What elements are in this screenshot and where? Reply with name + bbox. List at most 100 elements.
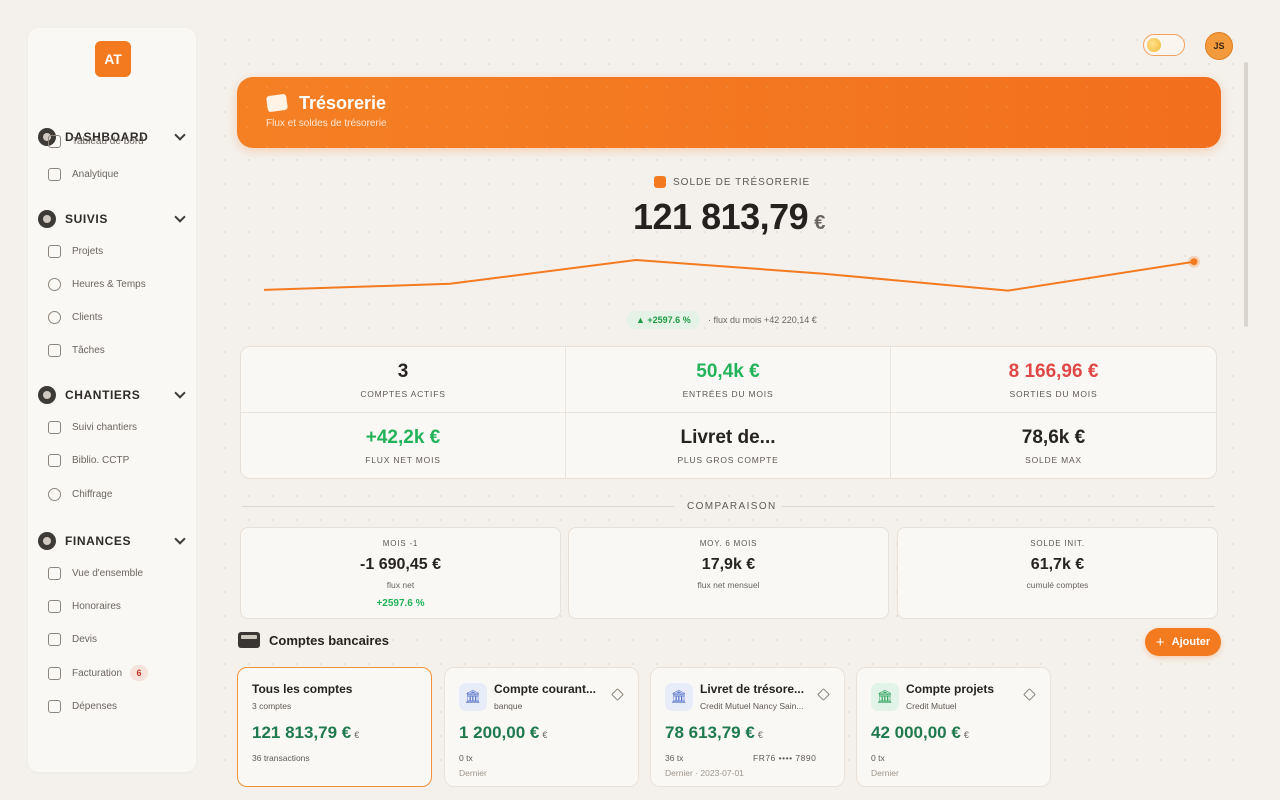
sparkline-endpoint bbox=[1190, 258, 1198, 266]
comparison-label: MOY. 6 MOIS bbox=[699, 539, 758, 548]
comparison-value: -1 690,45 € bbox=[360, 556, 441, 573]
sidebar-item-honoraires[interactable]: Honoraires bbox=[48, 596, 188, 616]
bank-icon: 🏛 bbox=[665, 683, 693, 711]
plus-icon: + bbox=[1155, 633, 1165, 651]
home-icon bbox=[48, 134, 61, 148]
account-tx-count: 0 tx bbox=[871, 753, 885, 763]
account-amount: 78 613,79 € € bbox=[665, 723, 763, 743]
sidebar-item-biblio-cctp[interactable]: Biblio. CCTP bbox=[48, 450, 188, 470]
comparison-value: 61,7k € bbox=[1030, 556, 1085, 573]
sidebar-item-chiffrage[interactable]: Chiffrage bbox=[48, 484, 188, 504]
section-chantiers[interactable]: CHANTIERS bbox=[38, 385, 188, 405]
sidebar-item-heures-temps[interactable]: Heures & Temps bbox=[48, 274, 188, 294]
comparison-change: +2597.6 % bbox=[376, 598, 425, 609]
chevron-down-icon bbox=[174, 533, 186, 545]
account-amount-value: 1 200,00 € bbox=[459, 723, 540, 742]
coins-icon bbox=[48, 599, 61, 613]
account-sub: banque bbox=[494, 701, 523, 711]
sidebar-item-clients[interactable]: Clients bbox=[48, 307, 188, 327]
sidebar-item-label: Suivi chantiers bbox=[72, 421, 138, 433]
wallet-icon bbox=[48, 566, 61, 580]
theme-toggle[interactable] bbox=[1143, 34, 1185, 56]
stat-value: +42,2k € bbox=[365, 427, 441, 448]
sidebar-item-analytique[interactable]: Analytique bbox=[48, 164, 188, 184]
comparison-sub: cumulé comptes bbox=[1026, 580, 1089, 590]
stat-plus-gros-compte: Livret de... PLUS GROS COMPTE bbox=[566, 413, 891, 479]
comparison-value: 17,9k € bbox=[701, 556, 756, 573]
comparison-sub: flux net mensuel bbox=[697, 580, 760, 590]
edit-icon[interactable] bbox=[1023, 688, 1036, 701]
edit-icon[interactable] bbox=[817, 688, 830, 701]
sidebar-item-label: Devis bbox=[72, 633, 98, 645]
comparison-title: COMPARAISON bbox=[687, 501, 777, 512]
edit-icon[interactable] bbox=[611, 688, 624, 701]
sidebar: AT DASHBOARD Tableau de bord Analytique … bbox=[28, 28, 196, 772]
section-title: DASHBOARD bbox=[65, 130, 149, 144]
sidebar-item-label: Chiffrage bbox=[72, 488, 113, 500]
account-name: Livret de trésore... bbox=[700, 682, 805, 696]
sidebar-item-label: Facturation bbox=[72, 667, 123, 679]
sidebar-item-taches[interactable]: Tâches bbox=[48, 340, 188, 360]
comparison-card-moy: MOY. 6 MOIS 17,9k € flux net mensuel bbox=[568, 527, 889, 619]
task-icon bbox=[48, 343, 61, 357]
account-currency: € bbox=[354, 730, 360, 740]
section-suivis[interactable]: SUIVIS bbox=[38, 209, 188, 229]
stat-value: 3 bbox=[397, 360, 409, 382]
app-logo[interactable]: AT bbox=[95, 41, 131, 77]
wallet-icon bbox=[38, 532, 56, 550]
stat-solde-max: 78,6k € SOLDE MAX bbox=[891, 413, 1216, 479]
check-icon bbox=[38, 210, 56, 228]
account-tx-count: 0 tx bbox=[459, 753, 473, 763]
book-icon bbox=[48, 453, 61, 467]
stat-label: COMPTES ACTIFS bbox=[360, 388, 446, 399]
add-account-button[interactable]: + Ajouter bbox=[1145, 628, 1221, 656]
stat-value: Livret de... bbox=[680, 427, 776, 448]
sidebar-item-depenses[interactable]: Dépenses bbox=[48, 696, 188, 716]
stat-label: PLUS GROS COMPTE bbox=[677, 455, 779, 465]
account-tx-count: 36 transactions bbox=[252, 753, 310, 763]
sidebar-item-devis[interactable]: Devis bbox=[48, 629, 188, 649]
balance-label-text: SOLDE DE TRÉSORERIE bbox=[673, 176, 811, 188]
account-name: Compte projets bbox=[906, 682, 995, 696]
sidebar-item-label: Tableau de bord bbox=[72, 135, 144, 147]
sidebar-item-label: Heures & Temps bbox=[72, 278, 146, 290]
sun-icon bbox=[1147, 38, 1161, 52]
section-title: FINANCES bbox=[65, 534, 132, 548]
chevron-down-icon bbox=[174, 387, 186, 399]
building-icon bbox=[48, 420, 61, 434]
sidebar-item-facturation[interactable]: Facturation 6 bbox=[48, 663, 188, 683]
comparison-label: SOLDE INIT. bbox=[1030, 539, 1085, 548]
accounts-title: Comptes bancaires bbox=[269, 632, 389, 648]
account-card-livret[interactable]: 🏛 Livret de trésore... Credit Mutuel Nan… bbox=[650, 667, 845, 787]
wallet-icon bbox=[265, 93, 289, 113]
user-avatar[interactable]: JS bbox=[1205, 32, 1233, 60]
section-dashboard[interactable]: DASHBOARD bbox=[38, 127, 188, 147]
stats-grid: 3 COMPTES ACTIFS 50,4k € ENTRÉES DU MOIS… bbox=[240, 346, 1217, 479]
bank-icon: 🏛 bbox=[871, 683, 899, 711]
scrollbar[interactable] bbox=[1244, 62, 1248, 327]
balance-label: SOLDE DE TRÉSORERIE bbox=[654, 176, 810, 188]
sidebar-item-vue-ensemble[interactable]: Vue d'ensemble bbox=[48, 563, 188, 583]
sidebar-item-label: Projets bbox=[72, 245, 104, 257]
account-card-projets[interactable]: 🏛 Compte projets Credit Mutuel 42 000,00… bbox=[856, 667, 1051, 787]
account-card-courant[interactable]: 🏛 Compte courant... banque 1 200,00 € € 0… bbox=[444, 667, 639, 787]
balance-amount: 121 813,79 bbox=[633, 196, 809, 237]
receipt-icon bbox=[48, 699, 61, 713]
balance-value: 121 813,79 € bbox=[633, 196, 825, 238]
account-sub: 3 comptes bbox=[252, 701, 292, 711]
accounts-header: Comptes bancaires bbox=[238, 632, 389, 648]
stat-value: 8 166,96 € bbox=[1008, 360, 1099, 382]
sidebar-item-tableau-de-bord[interactable]: Tableau de bord bbox=[48, 131, 188, 151]
add-button-label: Ajouter bbox=[1171, 636, 1211, 648]
comparison-card-solde-init: SOLDE INIT. 61,7k € cumulé comptes bbox=[897, 527, 1218, 619]
sidebar-item-suivi-chantiers[interactable]: Suivi chantiers bbox=[48, 417, 188, 437]
stat-flux-net: +42,2k € FLUX NET MOIS bbox=[241, 413, 566, 479]
dashboard-icon bbox=[38, 128, 56, 146]
account-sub: Credit Mutuel bbox=[906, 701, 957, 711]
sidebar-item-projets[interactable]: Projets bbox=[48, 241, 188, 261]
account-amount-value: 42 000,00 € bbox=[871, 723, 961, 742]
section-title: SUIVIS bbox=[65, 212, 108, 226]
account-amount: 1 200,00 € € bbox=[459, 723, 547, 743]
account-card-all[interactable]: Tous les comptes 3 comptes 121 813,79 € €… bbox=[237, 667, 432, 787]
section-finances[interactable]: FINANCES bbox=[38, 531, 188, 551]
